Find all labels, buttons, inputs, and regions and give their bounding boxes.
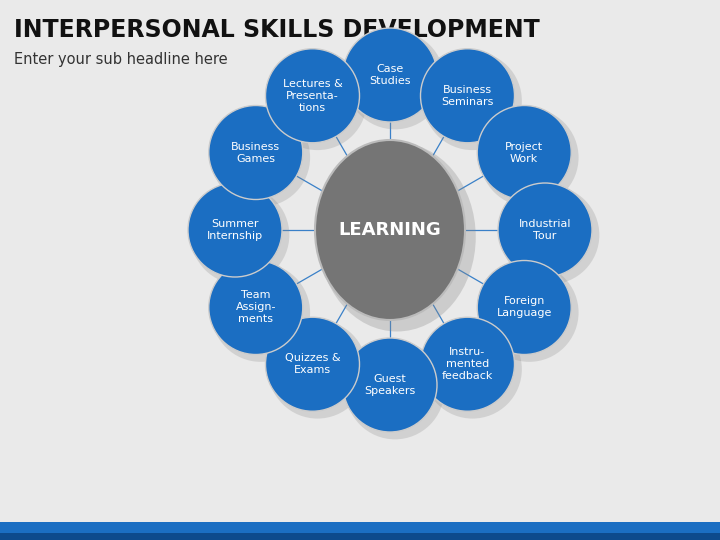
Text: Business
Games: Business Games xyxy=(231,141,280,164)
Text: Case
Studies: Case Studies xyxy=(369,64,410,86)
Bar xyxy=(0,533,720,540)
Text: Enter your sub headline here: Enter your sub headline here xyxy=(14,52,228,67)
Ellipse shape xyxy=(266,317,359,411)
Ellipse shape xyxy=(480,108,579,207)
Text: INTERPERSONAL SKILLS DEVELOPMENT: INTERPERSONAL SKILLS DEVELOPMENT xyxy=(14,18,540,42)
Bar xyxy=(0,522,720,540)
Text: Team
Assign-
ments: Team Assign- ments xyxy=(235,291,276,325)
Text: Guest
Speakers: Guest Speakers xyxy=(364,374,415,396)
Ellipse shape xyxy=(343,28,437,122)
Ellipse shape xyxy=(423,320,522,418)
Ellipse shape xyxy=(212,263,310,362)
Ellipse shape xyxy=(500,186,599,285)
Text: Business
Seminars: Business Seminars xyxy=(441,85,494,107)
Ellipse shape xyxy=(209,260,303,354)
Ellipse shape xyxy=(212,108,310,207)
Ellipse shape xyxy=(315,140,465,320)
Ellipse shape xyxy=(423,51,522,150)
Text: Instru-
mented
feedback: Instru- mented feedback xyxy=(442,347,493,381)
Ellipse shape xyxy=(420,317,515,411)
Text: Foreign
Language: Foreign Language xyxy=(497,296,552,319)
Text: Quizzes &
Exams: Quizzes & Exams xyxy=(284,353,341,375)
Ellipse shape xyxy=(268,51,367,150)
Ellipse shape xyxy=(346,341,444,440)
Ellipse shape xyxy=(346,31,444,130)
Ellipse shape xyxy=(477,260,571,354)
Ellipse shape xyxy=(343,338,437,432)
Ellipse shape xyxy=(477,105,571,199)
Ellipse shape xyxy=(188,183,282,277)
Ellipse shape xyxy=(480,263,579,362)
Ellipse shape xyxy=(498,183,592,277)
Text: Lectures &
Presenta-
tions: Lectures & Presenta- tions xyxy=(283,79,343,113)
Ellipse shape xyxy=(209,105,303,199)
Ellipse shape xyxy=(318,143,476,332)
Ellipse shape xyxy=(266,49,359,143)
Text: LEARNING: LEARNING xyxy=(338,221,441,239)
Text: Project
Work: Project Work xyxy=(505,141,544,164)
Ellipse shape xyxy=(420,49,515,143)
Ellipse shape xyxy=(268,320,367,418)
Ellipse shape xyxy=(191,186,289,285)
Text: Summer
Internship: Summer Internship xyxy=(207,219,263,241)
Text: Industrial
Tour: Industrial Tour xyxy=(518,219,571,241)
